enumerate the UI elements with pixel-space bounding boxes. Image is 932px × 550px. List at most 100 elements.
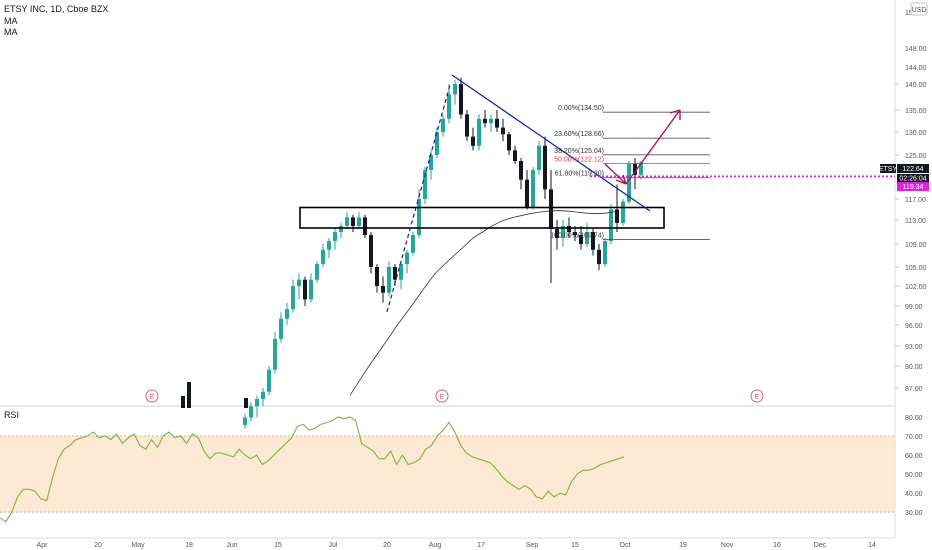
symbol-tag — [880, 164, 896, 173]
candle-body — [321, 249, 325, 265]
price-axis-label: 93.00 — [905, 344, 923, 351]
down-trendline — [451, 74, 651, 212]
time-axis-label: Jul — [329, 542, 338, 549]
currency-box[interactable] — [910, 2, 928, 16]
candle-body — [291, 286, 295, 310]
moving-average-line — [349, 210, 616, 396]
time-axis-label: Sep — [526, 542, 539, 549]
candle-body — [489, 118, 493, 124]
price-pane: 0.00%(134.50) 23.60%(128.66) 38.20%(125.04… — [145, 74, 895, 429]
up-trendline — [386, 84, 451, 313]
level-tag — [897, 182, 929, 191]
fib-level-label: 0.00%(134.50) — [558, 105, 604, 112]
time-axis-label: 15 — [274, 542, 282, 549]
rsi-axis-label: 60.00 — [905, 453, 923, 460]
candle-body — [405, 252, 409, 265]
price-axis-label: 135.00 — [905, 108, 927, 115]
time-axis-label: 20 — [383, 542, 391, 549]
time-axis-label: 18 — [185, 542, 193, 549]
candle-body — [609, 209, 613, 241]
time-axis-label: Dec — [814, 542, 827, 549]
candle-body — [429, 155, 433, 170]
candle-body — [267, 369, 271, 392]
support-zone — [299, 206, 665, 229]
candle-body — [441, 118, 445, 132]
earnings-marker — [145, 389, 159, 403]
candle-body — [351, 217, 355, 226]
candle-body — [555, 229, 559, 238]
projection-arrow-up — [625, 109, 681, 185]
time-axis-label: 15 — [571, 542, 579, 549]
currency-label: USD — [912, 7, 927, 14]
time-axis-label: Aug — [429, 542, 442, 549]
fib-level-label: 23.60%(128.66) — [554, 131, 604, 138]
candle-body — [453, 84, 457, 95]
rsi-band — [0, 435, 895, 513]
time-axis-label: Apr — [37, 542, 49, 549]
candle-body — [387, 267, 391, 293]
last-price-tag — [897, 164, 929, 173]
candle-body — [549, 189, 553, 229]
candle-body — [513, 150, 517, 161]
candle-body — [261, 391, 265, 399]
candle-body — [531, 170, 535, 207]
candle-body — [249, 406, 253, 418]
candle-body — [279, 318, 283, 339]
time-axis-label: 16 — [773, 542, 781, 549]
candle-body — [339, 226, 343, 232]
candle-body — [471, 136, 475, 146]
candle-body — [525, 179, 529, 207]
candle-body — [579, 235, 583, 244]
time-axis-label: 17 — [477, 542, 485, 549]
rsi-axis-label: 80.00 — [905, 415, 923, 422]
candle-body — [483, 118, 487, 124]
price-axis-label: 144.00 — [905, 65, 927, 72]
rsi-axis-label: 50.00 — [905, 472, 923, 479]
price-axis-label: 113.00 — [905, 218, 926, 225]
candle-body — [423, 170, 427, 199]
candle-body — [411, 235, 415, 253]
chart-title: ETSY INC, 1D, Cboe BZX — [4, 4, 109, 14]
rsi-pane — [0, 416, 625, 523]
candle-body — [627, 164, 631, 202]
candle-body — [567, 226, 571, 232]
rsi-axis-label: 30.00 — [905, 510, 923, 517]
candle-body — [591, 232, 595, 250]
time-axis-label: 20 — [94, 542, 102, 549]
rsi-axis-label: 40.00 — [905, 491, 923, 498]
earnings-marker — [435, 389, 449, 403]
price-axis-label: 87.00 — [905, 386, 923, 393]
candle-body — [315, 264, 319, 280]
time-axis-label: 14 — [868, 542, 876, 549]
candle-body — [543, 145, 547, 190]
time-axis-label: 19 — [679, 542, 687, 549]
rsi-title[interactable]: RSI — [4, 410, 20, 420]
indicator-ma-1[interactable]: MA — [4, 16, 18, 26]
candle-body — [285, 309, 289, 319]
indicator-ma-2[interactable]: MA — [4, 27, 18, 37]
candle-body — [447, 94, 451, 119]
price-axis-label: 148.00 — [905, 46, 927, 53]
candle-body — [309, 279, 313, 300]
price-axis-label: 117.00 — [905, 197, 926, 204]
fib-level-label: 100.00%(109.74) — [550, 233, 604, 240]
price-axis-label: 125.00 — [905, 153, 927, 160]
candle-body — [273, 339, 277, 370]
fib-level-label: 50.00%(122.12) — [554, 157, 604, 164]
price-axis-label: 140.00 — [905, 82, 927, 89]
candle-body — [399, 264, 403, 280]
candle-body — [519, 161, 523, 180]
candle-body — [639, 162, 643, 175]
rsi-line — [0, 416, 625, 523]
candle-body — [477, 118, 481, 146]
candle-body — [417, 199, 421, 235]
rsi-axis-label: 70.00 — [905, 434, 923, 441]
candle-body — [585, 232, 589, 244]
earnings-marker-label: E — [755, 394, 760, 401]
candle-body — [255, 399, 259, 407]
countdown-tag — [897, 174, 929, 182]
candle-body — [244, 398, 248, 408]
candle-body — [187, 382, 191, 408]
earnings-marker — [750, 389, 764, 403]
